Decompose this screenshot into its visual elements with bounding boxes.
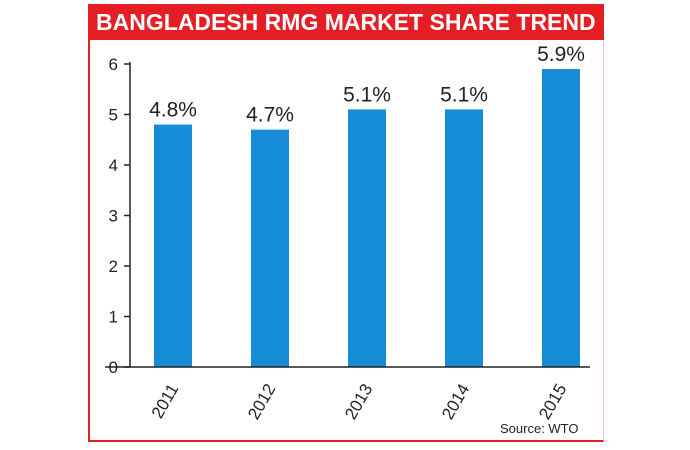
x-axis: 2011 2012 2013 2014 2015 bbox=[105, 366, 590, 423]
chart-frame bbox=[88, 4, 604, 442]
y-tick-label: 1 bbox=[109, 308, 118, 327]
x-tick-label: 2014 bbox=[438, 381, 473, 423]
bar-2011 bbox=[154, 124, 192, 367]
y-tick-label: 3 bbox=[109, 207, 118, 226]
x-tick-label: 2011 bbox=[148, 381, 183, 422]
y-tick-label: 2 bbox=[109, 257, 118, 276]
data-label-2015: 5.9% bbox=[537, 43, 585, 66]
bar-2012 bbox=[251, 129, 289, 367]
chart-title: BANGLADESH RMG MARKET SHARE TREND bbox=[88, 4, 604, 40]
x-tick-label: 2015 bbox=[535, 381, 570, 423]
x-tick-label: 2013 bbox=[341, 381, 376, 423]
bar-2014 bbox=[445, 109, 483, 367]
data-label-2013: 5.1% bbox=[343, 83, 391, 106]
bars-group: 4.8% 4.7% 5.1% 5.1% 5.9% bbox=[149, 43, 585, 368]
y-tick-label: 4 bbox=[109, 156, 118, 175]
data-label-2011: 4.8% bbox=[149, 99, 197, 122]
y-tick-label: 6 bbox=[109, 55, 118, 74]
data-label-2014: 5.1% bbox=[440, 83, 488, 106]
x-tick-label: 2012 bbox=[244, 381, 279, 423]
bar-2015 bbox=[542, 69, 580, 368]
source-note: Source: WTO bbox=[500, 421, 579, 436]
data-label-2012: 4.7% bbox=[246, 104, 294, 127]
y-tick-label: 5 bbox=[109, 106, 118, 125]
bar-2013 bbox=[348, 109, 386, 367]
y-axis: 0123456 bbox=[109, 55, 131, 377]
